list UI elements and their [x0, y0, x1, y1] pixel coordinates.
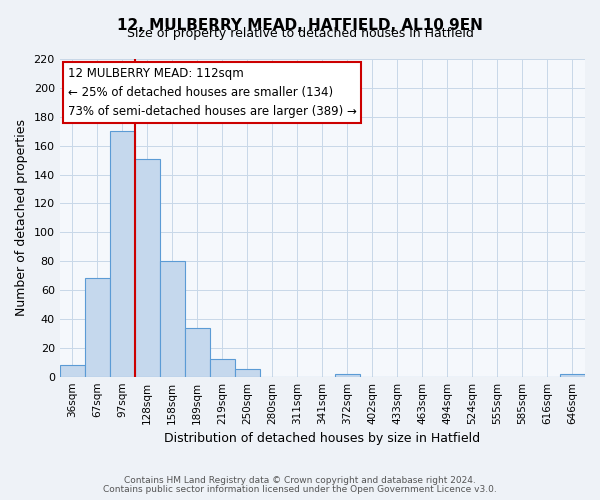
Y-axis label: Number of detached properties: Number of detached properties	[15, 120, 28, 316]
Bar	[235, 370, 260, 376]
Text: Contains public sector information licensed under the Open Government Licence v3: Contains public sector information licen…	[103, 485, 497, 494]
Bar	[59, 365, 85, 376]
Text: 12, MULBERRY MEAD, HATFIELD, AL10 9EN: 12, MULBERRY MEAD, HATFIELD, AL10 9EN	[117, 18, 483, 32]
Text: 12 MULBERRY MEAD: 112sqm
← 25% of detached houses are smaller (134)
73% of semi-: 12 MULBERRY MEAD: 112sqm ← 25% of detach…	[68, 67, 356, 118]
Bar	[335, 374, 360, 376]
Bar	[160, 261, 185, 376]
Bar	[560, 374, 585, 376]
Text: Size of property relative to detached houses in Hatfield: Size of property relative to detached ho…	[127, 28, 473, 40]
Bar	[135, 158, 160, 376]
Bar	[85, 278, 110, 376]
Bar	[185, 328, 210, 376]
X-axis label: Distribution of detached houses by size in Hatfield: Distribution of detached houses by size …	[164, 432, 481, 445]
Bar	[210, 360, 235, 376]
Text: Contains HM Land Registry data © Crown copyright and database right 2024.: Contains HM Land Registry data © Crown c…	[124, 476, 476, 485]
Bar	[110, 131, 135, 376]
